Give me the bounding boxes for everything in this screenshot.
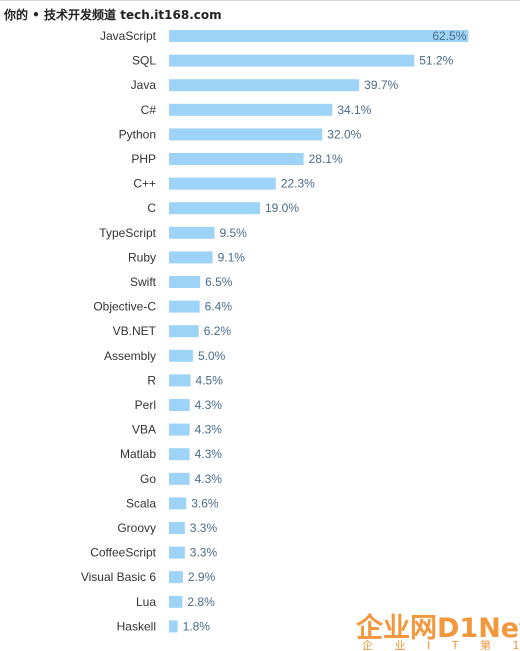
bar	[169, 300, 200, 313]
value-label: 62.5%	[432, 29, 466, 43]
bar	[169, 128, 323, 141]
category-label: R	[147, 373, 156, 387]
category-label: VBA	[132, 423, 156, 437]
bar	[169, 276, 201, 288]
bar	[169, 374, 191, 387]
value-label: 9.5%	[220, 226, 248, 240]
bar	[169, 251, 213, 264]
bar	[169, 103, 333, 116]
bar	[169, 325, 199, 338]
logo-main-text: 企业网D1Net	[356, 613, 520, 644]
bar	[169, 595, 183, 608]
bar	[169, 620, 178, 633]
value-label: 28.1%	[309, 152, 343, 166]
category-label: VB.NET	[113, 324, 157, 338]
value-label: 2.8%	[187, 595, 215, 609]
value-label: 1.8%	[183, 619, 211, 633]
value-label: 6.5%	[205, 275, 233, 289]
category-label: Visual Basic 6	[81, 570, 156, 584]
top-divider	[0, 0, 520, 1]
category-label: Groovy	[117, 521, 156, 535]
value-label: 3.6%	[191, 496, 219, 510]
category-label: PHP	[131, 152, 156, 166]
value-label: 22.3%	[281, 177, 315, 191]
logo-sub-text: 企 业 I T 第 1 门 户	[362, 639, 520, 651]
value-label: 19.0%	[265, 201, 299, 215]
category-label: JavaScript	[100, 29, 157, 43]
category-label: Matlab	[120, 447, 156, 461]
bar	[169, 202, 261, 215]
category-label: Java	[131, 78, 157, 92]
category-label: C	[147, 201, 156, 215]
bar	[169, 571, 183, 584]
category-label: Assembly	[104, 349, 156, 363]
category-label: Swift	[130, 275, 157, 289]
category-label: Python	[119, 127, 156, 141]
value-label: 5.0%	[198, 349, 226, 363]
value-label: 4.3%	[195, 447, 223, 461]
category-label: Ruby	[128, 250, 156, 264]
value-label: 51.2%	[419, 54, 453, 68]
value-label: 4.5%	[196, 373, 224, 387]
category-label: Objective-C	[93, 300, 156, 314]
value-label: 34.1%	[337, 103, 371, 117]
bar	[169, 546, 185, 559]
bar	[169, 54, 415, 67]
bar	[169, 30, 469, 42]
category-label: Go	[140, 472, 156, 486]
bar	[169, 472, 190, 485]
value-label: 4.3%	[195, 398, 223, 412]
bar	[169, 153, 304, 165]
header-watermark: 你的 • 技术开发频道 tech.it168.com	[4, 8, 222, 22]
bar	[169, 399, 190, 411]
d1net-logo: 企业网D1Net 企 业 I T 第 1 门 户	[356, 606, 520, 651]
bar	[169, 448, 190, 461]
value-label: 3.3%	[190, 546, 218, 560]
value-label: 4.3%	[195, 472, 223, 486]
category-label: CoffeeScript	[90, 546, 156, 560]
bar	[169, 79, 360, 92]
category-label: SQL	[132, 54, 156, 68]
bar	[169, 226, 215, 239]
bar	[169, 349, 193, 362]
value-label: 32.0%	[327, 127, 361, 141]
category-label: Scala	[126, 496, 156, 510]
category-label: Perl	[135, 398, 156, 412]
category-label: Lua	[136, 595, 156, 609]
category-label: C#	[141, 103, 157, 117]
category-label: Haskell	[117, 619, 156, 633]
bar	[169, 177, 276, 190]
category-label: TypeScript	[99, 226, 156, 240]
value-label: 4.3%	[195, 423, 223, 437]
bar	[169, 423, 190, 436]
bar	[169, 522, 185, 534]
value-label: 9.1%	[218, 250, 246, 264]
value-label: 39.7%	[364, 78, 398, 92]
category-label: C++	[133, 177, 156, 191]
value-label: 2.9%	[188, 570, 216, 584]
value-label: 6.2%	[204, 324, 232, 338]
value-label: 6.4%	[205, 300, 233, 314]
value-label: 3.3%	[190, 521, 218, 535]
bar	[169, 497, 187, 510]
